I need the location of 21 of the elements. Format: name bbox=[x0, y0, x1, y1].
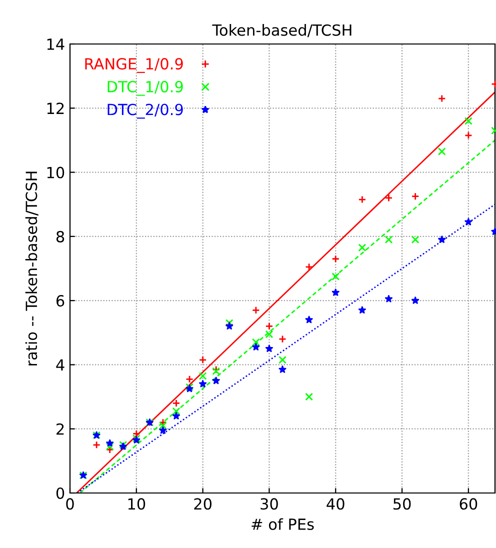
legend-label: DTC_1/0.9 bbox=[108, 80, 183, 96]
y-tick-label: 0 bbox=[56, 487, 64, 500]
x-tick-label: 0 bbox=[66, 498, 74, 510]
y-axis-title: ratio -- Token-based/TCSH bbox=[25, 172, 38, 366]
chart-title: Token-based/TCSH bbox=[212, 24, 352, 38]
x-tick-label: 50 bbox=[393, 498, 411, 510]
x-tick-label: 40 bbox=[326, 498, 344, 510]
y-tick-label: 12 bbox=[47, 102, 64, 114]
y-tick-label: 10 bbox=[47, 166, 64, 178]
y-tick-label: 8 bbox=[56, 230, 64, 242]
legend-label: RANGE_1/0.9 bbox=[85, 58, 183, 73]
x-axis-title: # of PEs bbox=[252, 518, 314, 530]
y-tick-label: 2 bbox=[56, 423, 64, 435]
y-tick-label: 6 bbox=[56, 295, 64, 307]
y-tick-label: 14 bbox=[47, 38, 64, 50]
x-tick-label: 10 bbox=[128, 498, 146, 510]
x-tick-label: 20 bbox=[194, 498, 212, 510]
x-tick-label: 30 bbox=[260, 498, 278, 510]
y-tick-label: 4 bbox=[56, 359, 64, 371]
legend-label: DTC_2/0.9 bbox=[108, 104, 183, 119]
x-tick-label: 60 bbox=[460, 498, 478, 510]
